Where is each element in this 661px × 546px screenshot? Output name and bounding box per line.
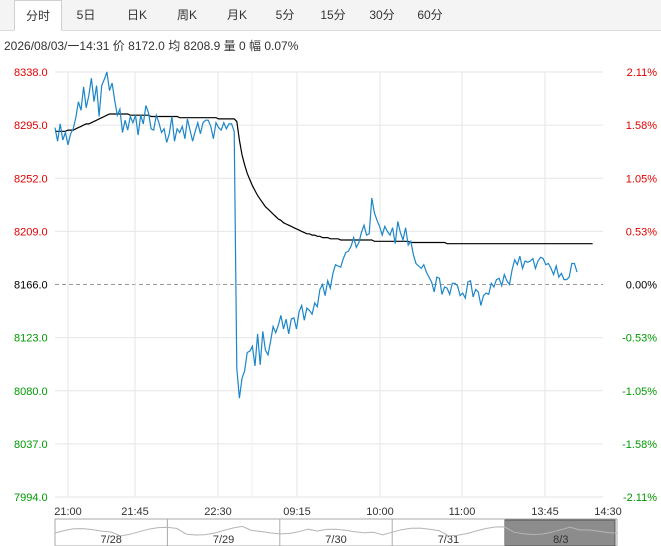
avg-value: 8208.9 (183, 39, 221, 53)
tab-5min[interactable]: 5分 (275, 8, 295, 22)
pct-tick-label: 0.00% (626, 280, 657, 292)
tab-60min[interactable]: 60分 (417, 8, 443, 22)
tab-30min[interactable]: 30分 (369, 8, 395, 22)
pct-tick-label: -1.58% (622, 439, 657, 451)
pct-tick-label: -2.11% (623, 492, 657, 504)
avg-label: 均 (168, 39, 181, 53)
navigator-selected-range[interactable] (504, 519, 616, 546)
navigator-overview-line (54, 525, 618, 537)
x-tick-label: 10:00 (366, 506, 394, 518)
navigator-date-label: 7/28 (100, 534, 121, 546)
volume-label: 量 (223, 39, 236, 53)
price-value: 8172.0 (128, 39, 165, 53)
y-tick-label: 8295.0 (14, 120, 48, 132)
navigator-date-label: 8/3 (553, 534, 568, 546)
x-tick-label: 21:45 (121, 506, 149, 518)
pct-tick-label: 0.53% (626, 226, 657, 238)
x-tick-label: 14:30 (594, 506, 622, 518)
quote-time: 2026/08/03/一14:31 (4, 39, 110, 53)
pct-tick-label: 1.58% (626, 120, 657, 132)
quote-info-line: 2026/08/03/一14:31 价 8172.0 均 8208.9 量 0 … (4, 37, 298, 54)
tab-monthly-k[interactable]: 月K (226, 8, 247, 22)
price-line (54, 71, 578, 399)
x-tick-label: 21:00 (54, 506, 82, 518)
pct-tick-label: 1.05% (626, 173, 657, 185)
navigator-date-label: 7/29 (213, 534, 234, 546)
pct-tick-label: 2.11% (627, 67, 658, 79)
tab-daily-k[interactable]: 日K (126, 8, 147, 22)
y-tick-label: 8209.0 (14, 226, 48, 238)
tab-intraday[interactable]: 分时 (14, 0, 62, 31)
y-tick-label: 8080.0 (14, 386, 48, 398)
tab-weekly-k[interactable]: 周K (176, 8, 197, 22)
y-tick-label: 8252.0 (14, 173, 48, 185)
price-label: 价 (112, 39, 125, 53)
y-tick-label: 8338.0 (14, 67, 48, 79)
y-tick-label: 8166.0 (14, 280, 48, 292)
y-tick-label: 8123.0 (14, 333, 48, 345)
x-tick-label: 22:30 (204, 506, 232, 518)
tab-15min[interactable]: 15分 (320, 8, 346, 22)
amplitude-value: 0.07% (264, 39, 299, 53)
navigator-date-label: 7/31 (438, 534, 459, 546)
y-tick-label: 7994.0 (14, 492, 48, 504)
average-price-line (55, 113, 593, 245)
x-tick-label: 09:15 (283, 506, 311, 518)
x-tick-label: 11:00 (449, 506, 476, 518)
y-tick-label: 8037.0 (14, 439, 48, 451)
tab-5day[interactable]: 5日 (76, 8, 96, 22)
period-tab-bar: 分时 5日 日K 周K 月K 5分 15分 30分 60分 (0, 0, 661, 31)
volume-value: 0 (238, 39, 246, 53)
pct-tick-label: -0.53% (622, 333, 657, 345)
x-tick-label: 13:45 (531, 506, 559, 518)
amplitude-label: 幅 (248, 39, 261, 53)
navigator-date-label: 7/30 (325, 534, 346, 546)
pct-tick-label: -1.05% (622, 386, 657, 398)
